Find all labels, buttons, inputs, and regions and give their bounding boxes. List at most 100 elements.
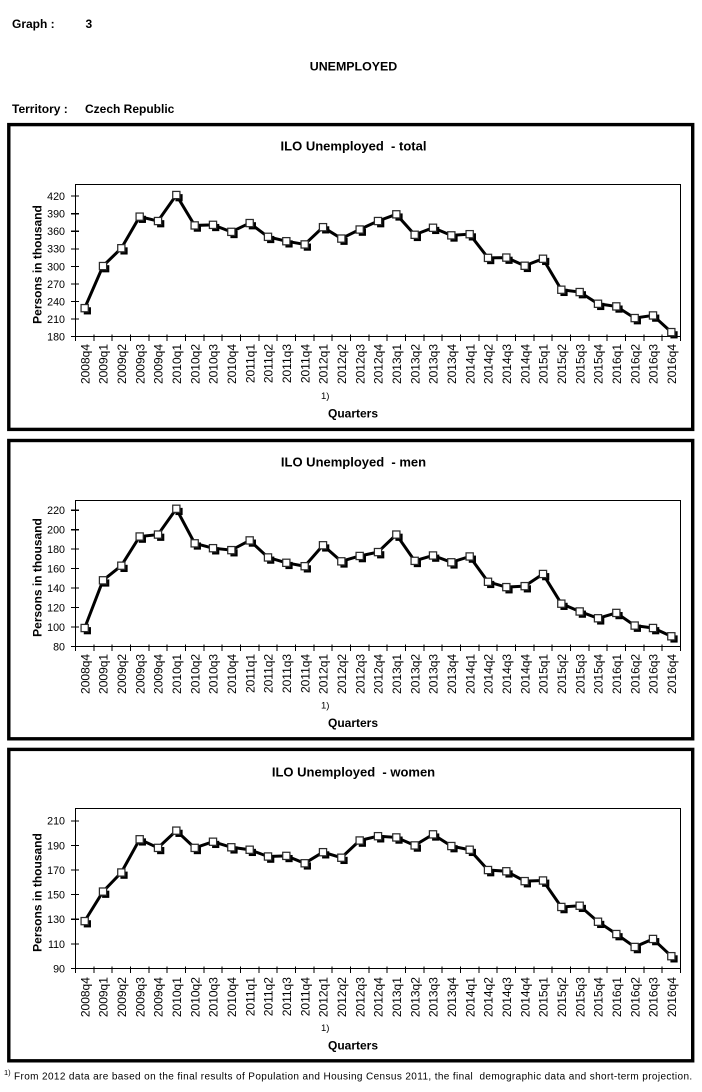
svg-text:2010q1: 2010q1 xyxy=(170,654,184,694)
svg-text:2010q1: 2010q1 xyxy=(170,344,184,384)
svg-text:2011q1: 2011q1 xyxy=(243,654,257,693)
svg-text:150: 150 xyxy=(47,890,65,902)
svg-text:2015q1: 2015q1 xyxy=(537,344,551,384)
svg-text:80: 80 xyxy=(53,641,65,653)
svg-text:2013q3: 2013q3 xyxy=(427,344,441,384)
svg-text:2014q4: 2014q4 xyxy=(518,344,532,384)
svg-text:Persons in thousand: Persons in thousand xyxy=(31,833,45,952)
svg-text:420: 420 xyxy=(47,191,65,203)
svg-text:2009q4: 2009q4 xyxy=(152,977,166,1017)
svg-text:2010q4: 2010q4 xyxy=(225,654,239,694)
svg-text:160: 160 xyxy=(47,564,65,576)
svg-text:Territory :: Territory : xyxy=(12,102,68,116)
svg-text:2009q2: 2009q2 xyxy=(115,654,129,694)
svg-text:Quarters: Quarters xyxy=(328,1038,378,1052)
svg-text:2011q2: 2011q2 xyxy=(262,977,276,1016)
svg-text:2010q3: 2010q3 xyxy=(207,654,221,694)
svg-text:2015q3: 2015q3 xyxy=(573,654,587,694)
svg-text:120: 120 xyxy=(47,602,65,614)
svg-text:2014q3: 2014q3 xyxy=(500,344,514,384)
svg-text:2012q2: 2012q2 xyxy=(335,344,349,384)
svg-text:2012q4: 2012q4 xyxy=(372,654,386,694)
svg-text:2014q2: 2014q2 xyxy=(482,344,496,384)
svg-text:2016q1: 2016q1 xyxy=(610,344,624,384)
svg-text:2009q1: 2009q1 xyxy=(97,654,111,694)
svg-text:2009q3: 2009q3 xyxy=(133,344,147,384)
svg-text:190: 190 xyxy=(47,840,65,852)
svg-text:2014q1: 2014q1 xyxy=(463,344,477,384)
svg-text:2013q1: 2013q1 xyxy=(390,654,404,694)
svg-text:240: 240 xyxy=(47,296,65,308)
svg-text:2013q3: 2013q3 xyxy=(427,654,441,694)
svg-text:2015q1: 2015q1 xyxy=(537,654,551,694)
svg-text:Czech Republic: Czech Republic xyxy=(85,102,175,116)
svg-text:270: 270 xyxy=(47,279,65,291)
svg-text:2009q4: 2009q4 xyxy=(152,344,166,384)
svg-text:2009q3: 2009q3 xyxy=(133,654,147,694)
svg-text:ILO Unemployed - women: ILO Unemployed - women xyxy=(272,764,435,779)
svg-text:110: 110 xyxy=(48,939,65,951)
svg-text:ILO Unemployed - total: ILO Unemployed - total xyxy=(281,139,427,154)
svg-text:2016q4: 2016q4 xyxy=(665,344,679,384)
svg-text:2013q1: 2013q1 xyxy=(390,344,404,384)
svg-text:2010q3: 2010q3 xyxy=(207,977,221,1017)
svg-text:2008q4: 2008q4 xyxy=(78,344,92,384)
svg-text:180: 180 xyxy=(47,544,65,556)
svg-text:2016q1: 2016q1 xyxy=(610,654,624,694)
svg-text:2011q1: 2011q1 xyxy=(243,977,257,1016)
svg-text:2010q4: 2010q4 xyxy=(225,344,239,384)
svg-text:2015q2: 2015q2 xyxy=(555,344,569,384)
svg-text:1): 1) xyxy=(321,1023,329,1034)
svg-text:2009q4: 2009q4 xyxy=(152,654,166,694)
svg-text:2012q4: 2012q4 xyxy=(372,977,386,1017)
svg-text:2010q2: 2010q2 xyxy=(188,654,202,694)
svg-text:Quarters: Quarters xyxy=(328,407,378,421)
svg-text:2012q3: 2012q3 xyxy=(353,654,367,694)
svg-text:2008q4: 2008q4 xyxy=(78,977,92,1017)
svg-text:2016q2: 2016q2 xyxy=(628,977,642,1017)
svg-text:2011q4: 2011q4 xyxy=(298,654,312,693)
svg-text:2010q1: 2010q1 xyxy=(170,977,184,1017)
svg-text:2015q3: 2015q3 xyxy=(573,977,587,1017)
svg-text:2014q2: 2014q2 xyxy=(482,654,496,694)
svg-text:2015q2: 2015q2 xyxy=(555,654,569,694)
svg-text:1): 1) xyxy=(4,1068,11,1077)
svg-text:200: 200 xyxy=(47,525,65,537)
svg-text:2012q1: 2012q1 xyxy=(317,344,331,384)
svg-text:100: 100 xyxy=(47,622,65,634)
svg-text:2011q3: 2011q3 xyxy=(280,977,294,1016)
svg-text:2009q1: 2009q1 xyxy=(97,977,111,1017)
svg-text:140: 140 xyxy=(47,583,65,595)
svg-text:2011q4: 2011q4 xyxy=(298,977,312,1016)
svg-text:2014q2: 2014q2 xyxy=(482,977,496,1017)
svg-text:210: 210 xyxy=(47,314,65,326)
svg-text:330: 330 xyxy=(47,244,65,256)
svg-text:2012q3: 2012q3 xyxy=(353,344,367,384)
svg-text:2012q3: 2012q3 xyxy=(353,977,367,1017)
svg-text:2009q1: 2009q1 xyxy=(97,344,111,384)
svg-text:2014q1: 2014q1 xyxy=(463,977,477,1017)
svg-text:2010q3: 2010q3 xyxy=(207,344,221,384)
svg-text:2016q2: 2016q2 xyxy=(628,344,642,384)
svg-text:3: 3 xyxy=(86,17,93,31)
svg-text:2013q2: 2013q2 xyxy=(408,344,422,384)
svg-text:2013q3: 2013q3 xyxy=(427,977,441,1017)
svg-text:2016q3: 2016q3 xyxy=(647,344,661,384)
svg-text:2011q2: 2011q2 xyxy=(262,654,276,693)
svg-text:2012q1: 2012q1 xyxy=(317,977,331,1017)
svg-text:2012q1: 2012q1 xyxy=(317,654,331,694)
svg-text:2016q3: 2016q3 xyxy=(647,977,661,1017)
svg-text:1): 1) xyxy=(321,391,329,402)
svg-text:2014q3: 2014q3 xyxy=(500,654,514,694)
svg-text:2014q3: 2014q3 xyxy=(500,977,514,1017)
svg-text:2009q3: 2009q3 xyxy=(133,977,147,1017)
svg-text:UNEMPLOYED: UNEMPLOYED xyxy=(310,60,397,74)
svg-text:210: 210 xyxy=(47,816,65,828)
svg-text:2015q3: 2015q3 xyxy=(573,344,587,384)
svg-text:220: 220 xyxy=(47,505,65,517)
svg-text:2014q4: 2014q4 xyxy=(518,977,532,1017)
svg-text:170: 170 xyxy=(47,865,65,877)
svg-text:2011q4: 2011q4 xyxy=(298,344,312,383)
svg-text:2011q2: 2011q2 xyxy=(262,344,276,383)
svg-text:2009q2: 2009q2 xyxy=(115,344,129,384)
